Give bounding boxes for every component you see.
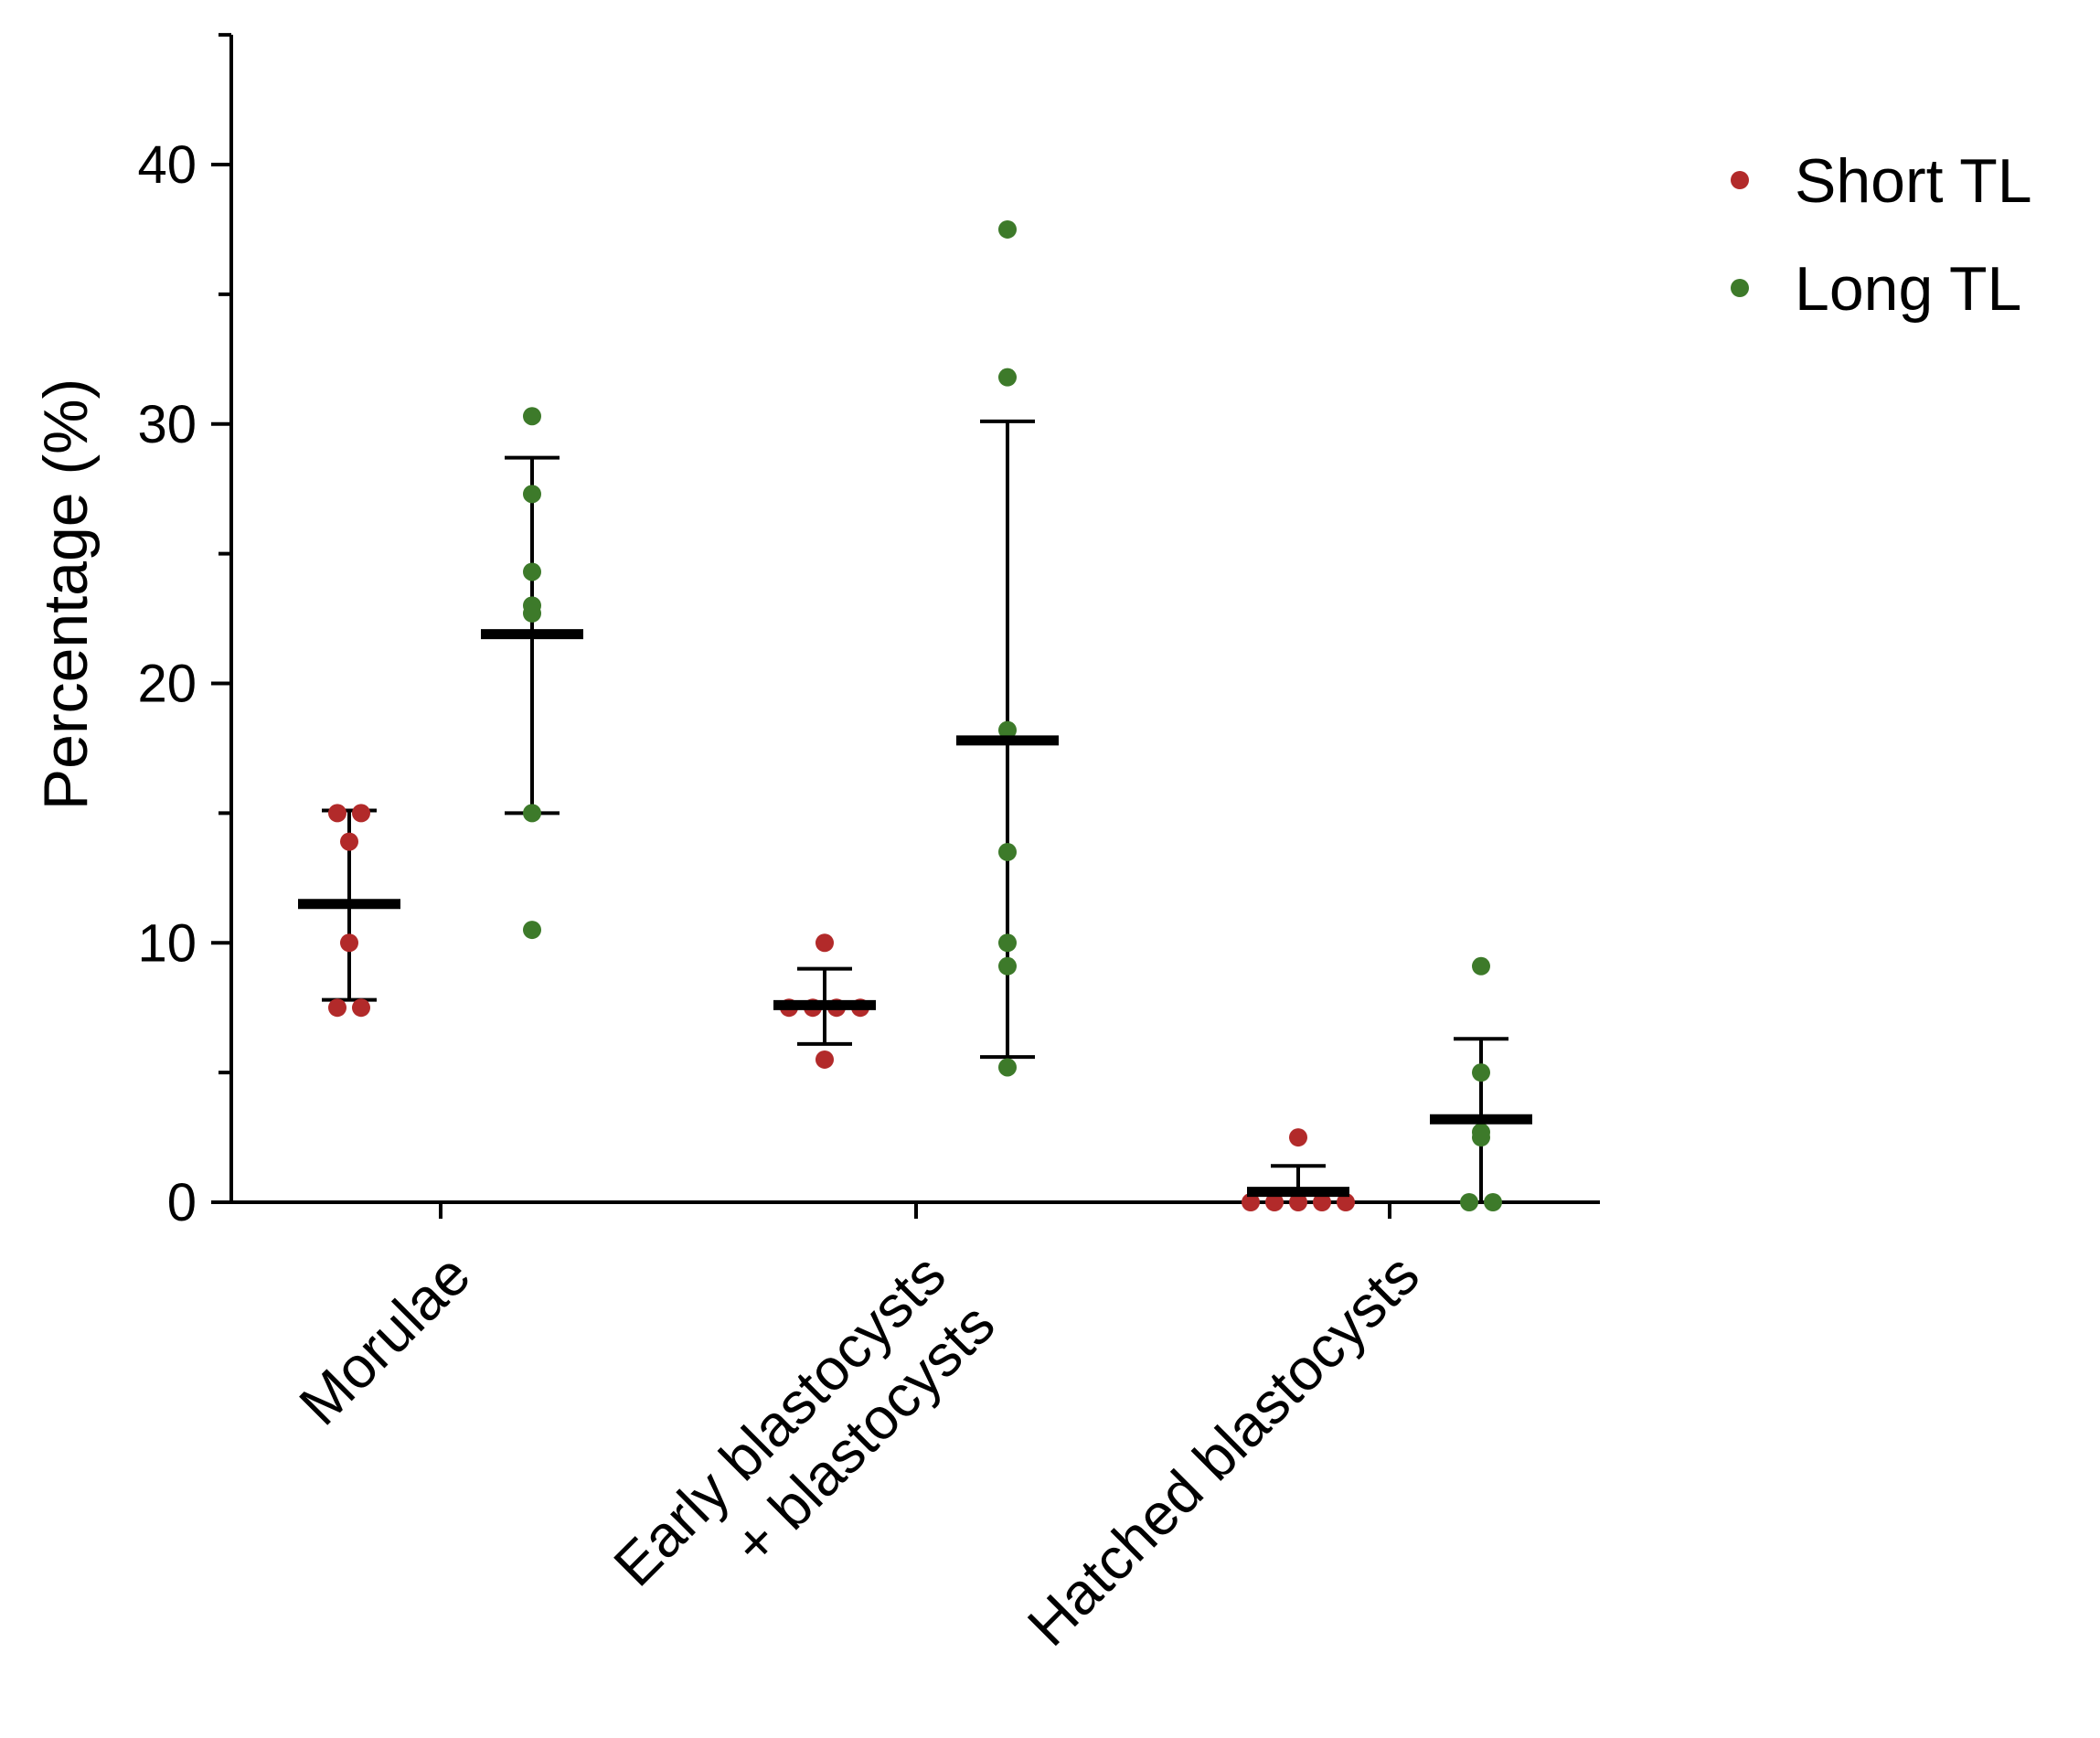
data-point bbox=[1337, 1193, 1355, 1211]
data-point bbox=[998, 842, 1017, 861]
data-point bbox=[328, 804, 346, 823]
data-point bbox=[1313, 1193, 1331, 1211]
data-point bbox=[815, 933, 834, 953]
axes bbox=[229, 35, 1600, 1204]
legend-marker bbox=[1731, 171, 1749, 189]
data-point bbox=[352, 998, 370, 1018]
legend-label: Long TL bbox=[1795, 254, 2021, 324]
data-point bbox=[998, 933, 1017, 953]
data-point bbox=[998, 1058, 1017, 1077]
y-axis-title: Percentage (%) bbox=[31, 379, 101, 810]
data-point bbox=[523, 562, 541, 581]
y-tick-label: 10 bbox=[137, 913, 197, 973]
legend: Short TL Long TL bbox=[1731, 146, 2032, 324]
category-label-line: Hatched blastocysts bbox=[1015, 1242, 1432, 1658]
data-point bbox=[1460, 1193, 1478, 1211]
data-point bbox=[1265, 1193, 1284, 1211]
data-point bbox=[1484, 1193, 1502, 1211]
data-point bbox=[1289, 1193, 1307, 1211]
y-axis-ticks: 0 10 20 30 40 bbox=[137, 33, 231, 1232]
y-tick-label: 30 bbox=[137, 395, 197, 454]
legend-label: Short TL bbox=[1795, 146, 2032, 216]
category-label: Early blastocysts+ blastocysts bbox=[602, 1242, 1007, 1647]
y-tick-label: 20 bbox=[137, 655, 197, 714]
data-point bbox=[998, 368, 1017, 387]
data-point bbox=[328, 998, 346, 1018]
data-point bbox=[1289, 1128, 1307, 1147]
data-point bbox=[998, 956, 1017, 976]
category-labels: Morulae Early blastocysts+ blastocysts Hat… bbox=[287, 1242, 1432, 1658]
data-point bbox=[523, 485, 541, 504]
x-axis-ticks bbox=[439, 1202, 1391, 1219]
data-point bbox=[1242, 1193, 1260, 1211]
category-label-line: Morulae bbox=[287, 1242, 483, 1437]
data-point bbox=[523, 407, 541, 426]
data-point bbox=[1472, 956, 1490, 976]
data-point bbox=[523, 804, 541, 823]
chart-marks bbox=[298, 219, 1532, 1211]
data-point bbox=[340, 933, 358, 953]
data-point bbox=[523, 603, 541, 623]
data-point bbox=[1472, 1128, 1490, 1147]
y-tick-label: 40 bbox=[137, 135, 197, 195]
data-point bbox=[815, 1050, 834, 1069]
data-point bbox=[340, 832, 358, 851]
category-label: Morulae bbox=[287, 1242, 483, 1437]
category-label: Hatched blastocysts bbox=[1015, 1242, 1432, 1658]
y-tick-label: 0 bbox=[167, 1173, 197, 1232]
data-point bbox=[998, 219, 1017, 239]
data-point bbox=[352, 804, 370, 823]
data-point bbox=[998, 720, 1017, 740]
data-point bbox=[1472, 1063, 1490, 1082]
legend-marker bbox=[1731, 279, 1749, 297]
data-point bbox=[523, 921, 541, 940]
